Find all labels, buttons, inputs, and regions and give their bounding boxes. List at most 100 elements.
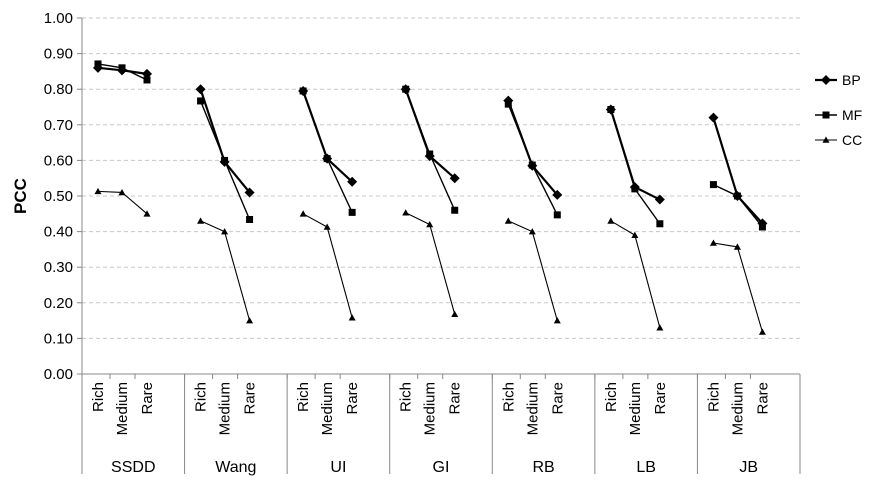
x-tick-label: Medium <box>217 382 234 435</box>
x-tick-label: Rare <box>139 382 156 415</box>
series-line <box>507 100 559 196</box>
x-tick-label: Medium <box>319 382 336 435</box>
group-label: GI <box>433 459 450 476</box>
data-point <box>528 228 536 235</box>
y-tick-label: 0.50 <box>44 188 73 205</box>
legend-marker <box>821 75 831 85</box>
data-point <box>631 185 639 193</box>
data-point <box>553 317 561 324</box>
legend-label: BP <box>842 72 861 88</box>
x-tick-label: Rare <box>447 382 464 415</box>
data-point <box>528 161 536 169</box>
data-point <box>654 194 665 205</box>
x-tick-label: Rich <box>193 382 210 412</box>
series-line <box>712 117 764 225</box>
data-point <box>142 68 152 79</box>
x-tick-label: Rich <box>90 382 107 412</box>
data-point <box>118 64 126 72</box>
x-tick-label: Rare <box>754 382 771 415</box>
data-point <box>552 189 563 200</box>
x-tick-label: Rare <box>344 382 361 415</box>
data-point <box>195 84 206 95</box>
x-tick-label: Rich <box>500 382 517 412</box>
x-axis-ticks: Rich Medium Rare SSDD Rich Medium Rare Wang Rich… <box>81 374 801 476</box>
x-tick-label: Medium <box>627 382 644 435</box>
group-label: RB <box>532 459 554 476</box>
data-point <box>607 217 615 224</box>
legend-label: MF <box>842 107 862 123</box>
y-tick-label: 0.60 <box>44 152 73 169</box>
data-point <box>93 62 103 73</box>
data-point <box>197 97 205 105</box>
series-line <box>508 220 558 321</box>
group-label: JB <box>739 459 758 476</box>
data-point <box>607 105 615 113</box>
y-tick-label: 0.00 <box>44 366 73 383</box>
series-line <box>302 90 353 183</box>
x-tick-label: Rare <box>652 382 669 415</box>
data-point <box>656 324 664 331</box>
gridlines <box>82 17 800 339</box>
data-point <box>709 181 717 189</box>
group-label: UI <box>330 459 346 476</box>
data-point <box>656 220 664 228</box>
data-point <box>244 187 255 198</box>
x-tick-label: Medium <box>524 382 541 435</box>
x-tick-label: Rich <box>705 382 722 412</box>
series-line <box>404 88 456 180</box>
y-tick-label: 1.00 <box>44 10 73 27</box>
data-point <box>708 112 719 123</box>
data-point <box>299 87 307 95</box>
group-label: Wang <box>215 459 256 476</box>
y-axis-ticks: 0.00 0.10 0.20 0.30 0.40 0.50 0.60 0.70 0.80 0.90… <box>44 10 82 383</box>
data-point <box>246 317 254 324</box>
y-tick-label: 0.10 <box>44 330 73 347</box>
data-point <box>94 60 102 68</box>
data-point <box>402 209 410 216</box>
data-point <box>426 150 434 158</box>
data-point <box>709 239 717 246</box>
data-point <box>299 210 307 217</box>
series-line <box>610 109 661 225</box>
data-point <box>504 100 512 108</box>
x-tick-label: Rich <box>603 382 620 412</box>
data-point <box>348 314 356 321</box>
data-point <box>221 156 229 164</box>
y-tick-label: 0.20 <box>44 295 73 312</box>
data-point <box>758 223 766 231</box>
data-point <box>94 187 102 195</box>
x-tick-label: Medium <box>422 382 439 435</box>
data-point <box>402 85 410 93</box>
x-tick-label: Medium <box>114 382 131 435</box>
series-line <box>199 88 251 194</box>
group-label: SSDD <box>111 459 155 476</box>
y-tick-label: 0.70 <box>44 117 73 134</box>
data-point <box>553 211 561 219</box>
series-line <box>713 183 763 228</box>
x-tick-label: Rare <box>242 382 259 415</box>
y-tick-label: 0.80 <box>44 81 73 98</box>
data-point <box>323 223 331 230</box>
y-tick-label: 0.40 <box>44 224 73 241</box>
data-point <box>733 243 741 250</box>
data-point <box>143 76 151 84</box>
series-mf <box>94 60 766 231</box>
series-line <box>200 220 251 321</box>
data-point <box>451 206 459 214</box>
legend-label: CC <box>842 132 862 148</box>
data-series <box>93 60 768 335</box>
series-line <box>405 88 456 211</box>
group-label: LB <box>636 459 656 476</box>
series-line <box>713 242 763 333</box>
data-point <box>143 210 151 217</box>
data-point <box>451 310 459 317</box>
data-point <box>221 228 229 235</box>
x-tick-label: Rich <box>295 382 312 412</box>
legend-marker <box>822 136 830 143</box>
series-cc <box>94 187 766 335</box>
data-point <box>118 188 126 196</box>
data-point <box>347 176 358 187</box>
data-point <box>197 217 205 224</box>
data-point <box>246 215 254 223</box>
